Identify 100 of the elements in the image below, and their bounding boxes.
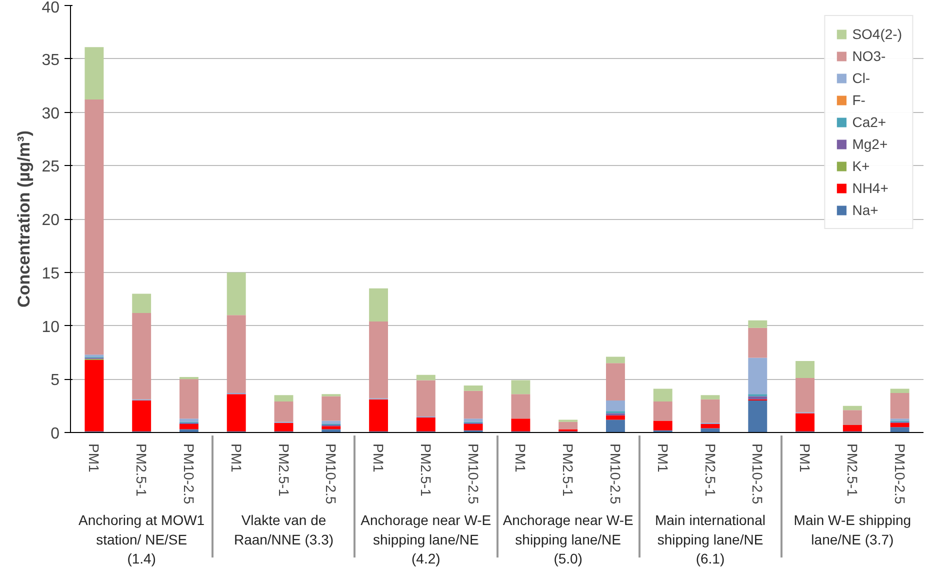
legend-label: Cl- [852, 70, 872, 86]
y-axis-title: Concentration (µg/m³) [14, 130, 34, 308]
x-tick-label: PM1 [654, 444, 671, 472]
x-tick-label: PM2.5-1 [276, 444, 292, 497]
bar [606, 415, 625, 420]
bar [748, 320, 768, 328]
bar [748, 396, 768, 400]
bar [511, 394, 530, 419]
bar [558, 422, 578, 430]
text: Vlakte van de Raan/NNE (3.3) [234, 512, 334, 548]
bar [369, 399, 388, 432]
bar [796, 413, 815, 432]
legend-label: Na+ [852, 202, 878, 218]
bar [890, 388, 910, 394]
x-tick-label: PM1 [512, 444, 529, 472]
bar [890, 422, 910, 428]
bar [748, 400, 768, 432]
bar [748, 358, 768, 394]
legend-label: K+ [852, 158, 871, 174]
bar [322, 396, 341, 421]
bar [132, 294, 152, 313]
bar [416, 418, 436, 432]
x-tick-label: PM10-2.5 [750, 444, 766, 504]
legend-label: Ca2+ [852, 114, 886, 130]
bar [274, 395, 294, 402]
x-tick-label: PM2.5-1 [560, 444, 576, 497]
bar [84, 360, 104, 432]
bar [464, 386, 483, 391]
bar [653, 388, 672, 402]
bar [464, 418, 483, 422]
legend-label: NO3- [852, 48, 886, 64]
bar [890, 427, 910, 432]
legend-label: NH4+ [852, 180, 888, 196]
legend-label: F- [852, 92, 866, 108]
y-tick-label: 35 [42, 52, 60, 69]
y-tick-label: 40 [42, 0, 60, 16]
x-tick-label: PM1 [797, 444, 814, 472]
bar [322, 420, 341, 424]
y-tick-label: 0 [50, 426, 60, 442]
x-tick-label: PM1 [228, 444, 244, 472]
bar [700, 428, 720, 432]
bar [842, 410, 862, 426]
x-tick-label: PM10-2.5 [180, 444, 197, 504]
bar [464, 390, 483, 419]
x-tick-label: PM2.5-1 [134, 444, 150, 497]
x-tick-label: PM2.5-1 [702, 444, 718, 497]
bar [796, 360, 815, 378]
bar [700, 395, 720, 400]
x-tick-label: PM2.5-1 [844, 444, 860, 497]
bar [416, 374, 436, 380]
x-tick-label: PM10-2.5 [892, 444, 908, 504]
bar [132, 400, 152, 432]
bar [606, 363, 625, 400]
bar [226, 394, 246, 432]
x-tick-label: PM10-2.5 [323, 444, 340, 504]
legend-label: SO4(2-) [852, 26, 902, 42]
bar [369, 288, 388, 322]
bar [369, 321, 388, 398]
bar [606, 356, 625, 364]
bar [606, 420, 625, 432]
bar [464, 424, 483, 430]
bar [748, 328, 768, 358]
bar [179, 418, 198, 422]
bar [84, 47, 104, 100]
bar [179, 424, 198, 430]
x-tick-label: PM1 [86, 444, 102, 472]
bar [511, 418, 530, 432]
bar [322, 426, 341, 430]
bar [653, 420, 672, 430]
bar [226, 315, 246, 394]
y-tick-label: 15 [42, 265, 60, 282]
y-tick-label: 10 [42, 318, 60, 336]
bar [653, 402, 672, 421]
x-tick-label: PM10-2.5 [607, 444, 624, 504]
y-tick-label: 5 [50, 372, 60, 390]
bar [700, 399, 720, 423]
bar [84, 99, 104, 355]
bar [179, 376, 198, 380]
bar [132, 312, 152, 400]
x-tick-label: PM10-2.5 [465, 444, 482, 504]
bar [606, 400, 625, 412]
bar [179, 379, 198, 419]
text: Main international shipping lane/NE (6.1) [654, 512, 766, 567]
x-tick-label: PM2.5-1 [418, 444, 434, 497]
bar [796, 378, 815, 412]
bar [274, 402, 294, 422]
bar [842, 406, 862, 410]
y-tick-label: 20 [42, 212, 60, 229]
text: Anchoring at MOW1 station/ NE/SE (1.4) [78, 512, 205, 567]
text: Anchorage near W-E shipping lane/NE (5.0) [502, 512, 634, 567]
bar [274, 422, 294, 432]
bar [511, 380, 530, 394]
y-tick-label: 25 [42, 158, 60, 176]
text: Anchorage near W-E shipping lane/NE (4.2) [360, 512, 492, 567]
x-tick-label: PM1 [370, 444, 387, 472]
legend-label: Mg2+ [852, 136, 888, 152]
text: Main W-E shipping lane/NE (3.7) [794, 512, 912, 548]
bar [416, 380, 436, 416]
bar [842, 425, 862, 432]
bar [226, 272, 246, 316]
